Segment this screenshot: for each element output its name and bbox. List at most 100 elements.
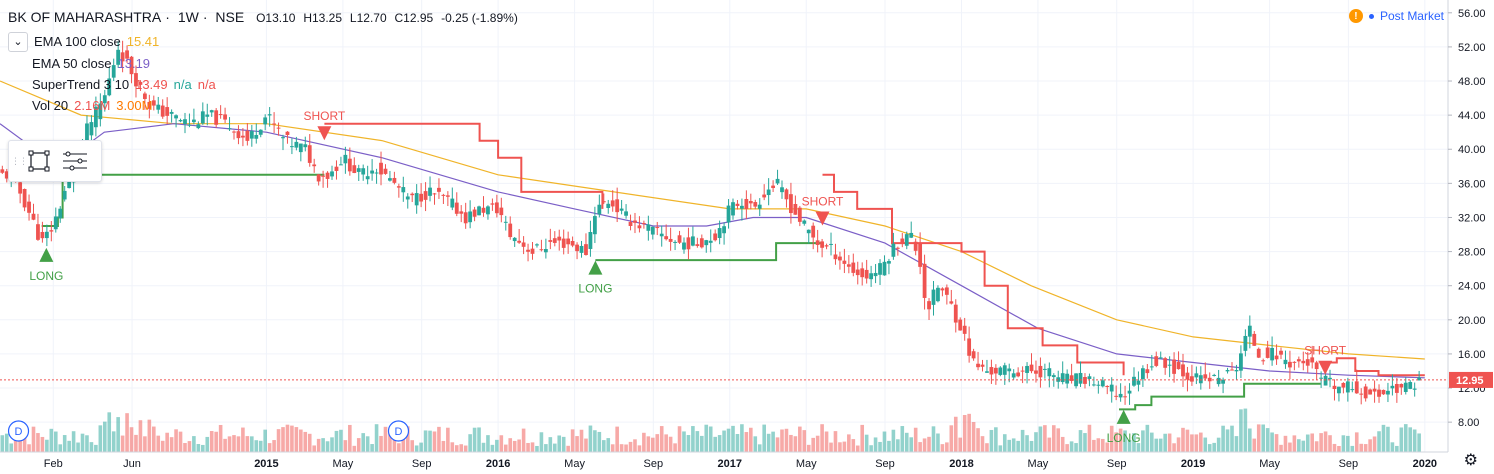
candle-body (1243, 335, 1248, 351)
candle-body (1323, 375, 1328, 386)
candle-body (1261, 360, 1266, 362)
arrow-down-icon (317, 126, 332, 141)
volume-bar (463, 445, 468, 452)
candle-body (22, 188, 27, 208)
volume-bar (1359, 443, 1364, 452)
floating-drawing-toolbar[interactable]: ⋮⋮ (8, 140, 102, 182)
volume-bar (913, 427, 918, 452)
rectangle-icon[interactable] (21, 143, 57, 179)
volume-bar (900, 426, 905, 452)
volume-bar (1181, 427, 1185, 452)
dividend-marker[interactable] (7, 420, 30, 442)
candle-body (1181, 364, 1185, 377)
candle-body (526, 249, 530, 252)
volume-bar (223, 438, 227, 452)
candle-body (535, 244, 539, 246)
interval[interactable]: 1W (177, 9, 199, 25)
candle-body (223, 114, 227, 120)
candle-body (953, 304, 958, 323)
gear-icon[interactable]: ⚙ (1463, 452, 1478, 469)
candle-body (842, 260, 847, 264)
candle-body (873, 272, 878, 277)
volume-bar (276, 429, 281, 452)
volume-bar (526, 442, 530, 452)
candle-body (922, 263, 927, 298)
volume-bar (619, 444, 624, 452)
volume-bar (1092, 439, 1096, 452)
volume-bar (1190, 434, 1194, 452)
volume-bar (1310, 433, 1314, 452)
candle-body (209, 110, 214, 113)
candle-body (36, 224, 40, 240)
x-tick-label: Sep (875, 458, 895, 470)
dividend-marker[interactable] (387, 420, 410, 442)
candle-body (125, 50, 129, 59)
candle-body (592, 216, 597, 235)
candle-body (1225, 370, 1230, 372)
candle-body (588, 232, 593, 249)
candle-body (802, 220, 807, 224)
dividend-icon[interactable]: D (387, 420, 410, 442)
volume-bar (677, 426, 682, 452)
candle-body (1341, 382, 1346, 388)
candle-body (971, 351, 976, 359)
volume-bar (339, 429, 343, 452)
candle-body (1283, 359, 1288, 365)
volume-bar (806, 444, 811, 452)
volume-bar (36, 433, 40, 452)
candle-body (597, 204, 602, 215)
candle-body (1034, 370, 1038, 374)
indicator-row-ema50[interactable]: EMA 50 close 13.19 (32, 55, 522, 73)
candle-body (606, 203, 611, 209)
chevron-down-icon[interactable]: ⌄ (8, 32, 28, 52)
volume-bar (348, 424, 352, 452)
volume-bar (169, 437, 174, 452)
volume-bar (762, 424, 766, 452)
alert-icon[interactable]: ! (1348, 9, 1363, 23)
drag-handle-icon[interactable]: ⋮⋮ (11, 155, 28, 166)
volume-bar (125, 413, 129, 452)
candle-body (1140, 368, 1145, 380)
candle-body (1087, 376, 1092, 379)
candle-body (887, 261, 891, 264)
candle-body (450, 198, 455, 208)
symbol-name[interactable]: BK OF MAHARASHTRA (8, 9, 162, 25)
post-market-status[interactable]: ! Post Market (1348, 9, 1444, 23)
symbol-header: BK OF MAHARASHTRA · 1W · NSE O13.10 H13.25… (8, 9, 518, 25)
candle-body (771, 185, 775, 189)
volume-bar (851, 439, 856, 452)
volume-bar (285, 424, 290, 452)
volume-bar (829, 442, 833, 452)
ohlc-high: H13.25 (303, 11, 343, 25)
candle-body (1417, 377, 1422, 381)
candle-body (1172, 359, 1176, 374)
volume-bar (530, 442, 535, 452)
candle-body (1002, 365, 1007, 375)
candle-body (668, 238, 673, 242)
volume-bar (740, 424, 744, 452)
indicator-row-supertrend[interactable]: SuperTrend 3 10 13.49 n/a n/a (32, 76, 522, 94)
candle-body (365, 176, 370, 180)
volume-bar (450, 442, 455, 452)
volume-bar (989, 429, 994, 452)
volume-bar (597, 431, 602, 452)
volume-bar (1328, 435, 1332, 452)
y-tick-label: 52.00 (1458, 42, 1486, 54)
dividend-icon[interactable]: D (7, 420, 30, 442)
volume-bar (686, 435, 691, 452)
indicator-row-volume[interactable]: Vol 20 2.16M 3.00M (32, 97, 522, 115)
volume-bar (254, 440, 259, 452)
candle-body (784, 189, 789, 200)
candle-body (174, 115, 178, 119)
short-signal: SHORT (1304, 344, 1347, 375)
volume-bar (784, 428, 789, 452)
candle-body (1337, 386, 1341, 394)
indicator-row-ema100[interactable]: ⌄ EMA 100 close 15.41 (8, 32, 522, 52)
arrow-up-icon (1116, 409, 1131, 424)
volume-bar (985, 443, 989, 452)
volume-bar (379, 435, 383, 452)
candle-body (561, 238, 566, 248)
lines-icon[interactable] (57, 143, 93, 179)
candle-body (1176, 361, 1181, 370)
